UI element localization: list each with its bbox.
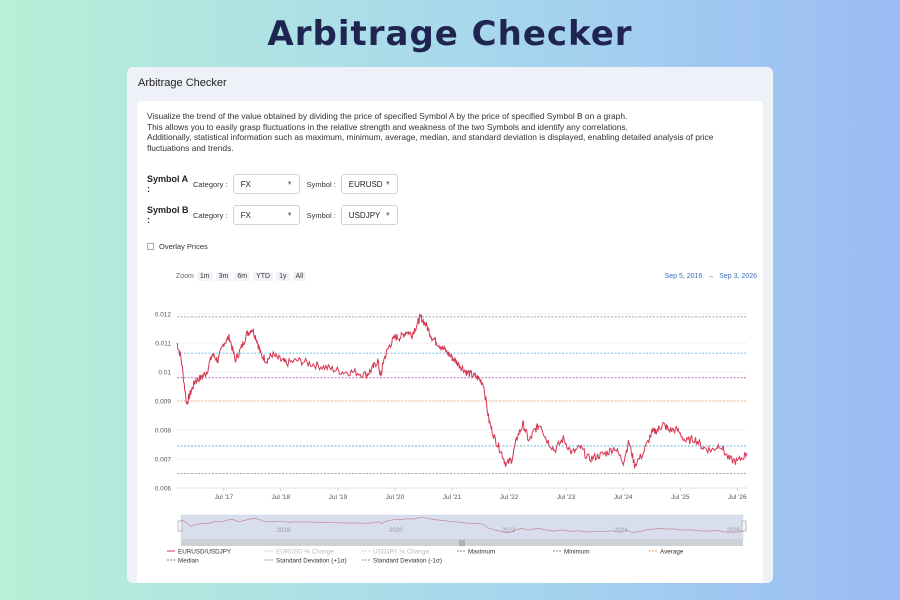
legend-item[interactable]: Minimum: [564, 548, 590, 555]
symbol-a-symbol-select[interactable]: EURUSD ▼: [340, 174, 398, 194]
overlay-prices-toggle[interactable]: Overlay Prices: [147, 242, 208, 251]
selected-value: FX: [240, 179, 251, 189]
symbol-a-category-select[interactable]: FX ▼: [232, 174, 300, 194]
legend-item[interactable]: EURUSD/USDJPY: [178, 548, 232, 555]
legend-item[interactable]: USDJPY % Change: [373, 548, 429, 555]
y-tick-label: 0.006: [155, 486, 172, 493]
zoom-label: Zoom: [176, 273, 194, 280]
selected-value: USDJPY: [348, 210, 381, 220]
legend-item[interactable]: Maximum: [468, 548, 495, 555]
selected-value: FX: [240, 210, 251, 220]
symbol-a-row: Symbol A : Category : FX ▼ Symbol : EURU…: [147, 174, 398, 194]
selected-value: EURUSD: [348, 179, 383, 189]
card-header: Arbitrage Checker: [138, 77, 227, 89]
navigator-tick-label: 2022: [502, 528, 516, 534]
description-line: Visualize the trend of the value obtaine…: [147, 111, 628, 121]
x-tick-label: Jul '23: [557, 494, 576, 501]
y-tick-label: 0.01: [158, 370, 171, 377]
navigator-series: [180, 516, 744, 533]
symbol-b-category-select[interactable]: FX ▼: [232, 205, 300, 225]
grip-icon[interactable]: |||: [459, 540, 465, 547]
symbol-label: Symbol :: [306, 179, 336, 189]
chevron-down-icon: ▼: [286, 212, 293, 218]
chevron-down-icon: ▼: [384, 181, 391, 187]
symbol-a-label: Symbol A :: [147, 174, 188, 194]
overlay-prices-checkbox[interactable]: [147, 243, 154, 250]
zoom-1y-button[interactable]: 1y: [276, 272, 290, 281]
zoom-bar: Zoom 1m 3m 6m YTD 1y All: [176, 272, 307, 281]
y-tick-label: 0.009: [155, 399, 172, 406]
page-title: Arbitrage Checker: [267, 14, 633, 54]
description: Visualize the trend of the value obtaine…: [147, 111, 747, 153]
y-tick-label: 0.007: [155, 457, 172, 464]
x-tick-label: Jul '26: [728, 494, 747, 501]
legend-item[interactable]: Standard Deviation (-1σ): [373, 557, 442, 564]
card-body: Visualize the trend of the value obtaine…: [137, 101, 763, 583]
y-tick-label: 0.011: [155, 341, 171, 348]
chevron-down-icon: ▼: [286, 181, 293, 187]
navigator-scrollbar-thumb[interactable]: [181, 539, 743, 546]
legend-item[interactable]: Median: [178, 557, 199, 564]
symbol-label: Symbol :: [306, 210, 336, 220]
legend-item[interactable]: Average: [660, 548, 684, 555]
navigator-selection[interactable]: [181, 515, 743, 539]
overlay-prices-label: Overlay Prices: [159, 242, 208, 251]
zoom-3m-button[interactable]: 3m: [215, 272, 232, 281]
description-line: Additionally, statistical information su…: [147, 132, 714, 153]
zoom-all-button[interactable]: All: [292, 272, 307, 281]
x-tick-label: Jul '20: [386, 494, 405, 501]
x-tick-label: Jul '22: [500, 494, 519, 501]
date-range-from[interactable]: Sep 5, 2016: [664, 273, 703, 280]
description-line: This allows you to easily grasp fluctuat…: [147, 121, 628, 132]
x-tick-label: Jul '25: [671, 494, 690, 501]
date-range: Sep 5, 2016 → Sep 3, 2026: [665, 273, 757, 280]
legend-item[interactable]: EURUSD % Change: [276, 548, 334, 555]
symbol-b-symbol-select[interactable]: USDJPY ▼: [340, 205, 398, 225]
zoom-ytd-button[interactable]: YTD: [253, 272, 274, 281]
x-tick-label: Jul '19: [329, 494, 348, 501]
category-label: Category :: [193, 179, 228, 189]
x-tick-label: Jul '24: [614, 494, 633, 501]
arbitrage-chart[interactable]: 0.012 0.011 0.01 0.009 0.008 0.007 0.006 Jul '1…: [137, 101, 763, 583]
arbitrage-card: Arbitrage Checker Visualize the trend of…: [127, 67, 773, 583]
navigator-tick-label: 2024: [614, 528, 628, 534]
x-tick-label: Jul '18: [272, 494, 291, 501]
zoom-1m-button[interactable]: 1m: [196, 272, 213, 281]
x-tick-label: Jul '21: [443, 494, 462, 501]
series-line-eurusd-usdjpy[interactable]: [176, 313, 748, 469]
chevron-down-icon: ▼: [384, 212, 391, 218]
navigator-tick-label: 2020: [389, 528, 403, 534]
zoom-6m-button[interactable]: 6m: [234, 272, 251, 281]
navigator-tick-label: 2018: [277, 528, 291, 534]
category-label: Category :: [193, 210, 228, 220]
y-tick-label: 0.012: [155, 312, 172, 319]
navigator-handle-left[interactable]: [177, 520, 183, 532]
y-tick-label: 0.008: [155, 428, 172, 435]
date-range-arrow: →: [707, 273, 715, 280]
symbol-b-row: Symbol B : Category : FX ▼ Symbol : USDJ…: [147, 205, 398, 225]
x-tick-label: Jul '17: [214, 494, 233, 501]
navigator-tick-label: 2026: [727, 528, 741, 534]
navigator-handle-right[interactable]: [741, 520, 747, 532]
symbol-b-label: Symbol B :: [147, 205, 189, 225]
date-range-to[interactable]: Sep 3, 2026: [719, 273, 757, 280]
legend-item[interactable]: Standard Deviation (+1σ): [276, 557, 347, 564]
